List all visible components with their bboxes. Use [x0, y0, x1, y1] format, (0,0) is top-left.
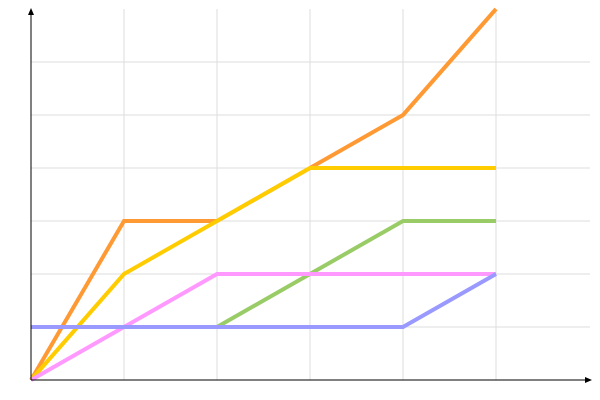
grid [31, 9, 590, 380]
y-axis-arrow [28, 8, 34, 15]
series-group [29, 7, 498, 382]
axes [28, 8, 592, 383]
series-line-5 [31, 272, 497, 329]
x-axis-arrow [585, 377, 592, 383]
series-line-2 [29, 166, 496, 382]
series-line-3 [216, 219, 496, 329]
series-line-4 [30, 272, 496, 382]
